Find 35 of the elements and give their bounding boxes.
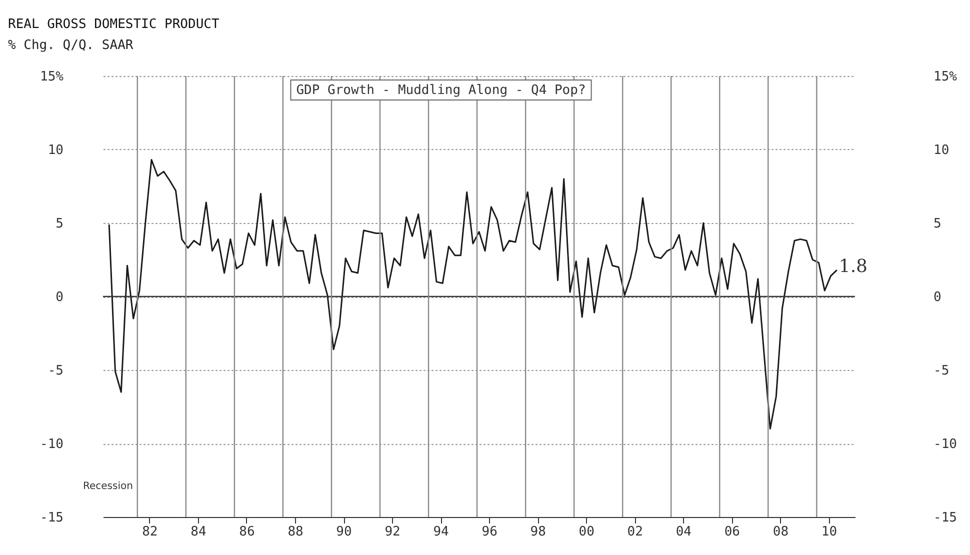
chart-subtitle: % Chg. Q/Q. SAAR bbox=[8, 38, 134, 53]
x-tick-label: 10 bbox=[821, 524, 838, 540]
x-tick-label: 00 bbox=[578, 524, 594, 540]
y2-tick-label: 10 bbox=[934, 143, 950, 158]
x-tick-label: 86 bbox=[239, 524, 255, 540]
x-tick-label: 08 bbox=[772, 524, 789, 540]
x-tick-label: 02 bbox=[627, 524, 643, 540]
y2-tick-label: 15% bbox=[934, 70, 958, 84]
y2-tick-label: -5 bbox=[934, 364, 950, 378]
annotation: Recession bbox=[83, 481, 133, 492]
y2-tick-label: -10 bbox=[934, 437, 957, 452]
y-tick-label: 5 bbox=[56, 216, 64, 232]
annotation: GDP Growth - Muddling Along - Q4 Pop? bbox=[296, 83, 586, 98]
x-tick-label: 98 bbox=[530, 524, 546, 540]
x-tick-label: 82 bbox=[142, 524, 158, 540]
chart-title: REAL GROSS DOMESTIC PRODUCT bbox=[8, 17, 220, 32]
x-tick-label: 04 bbox=[676, 524, 692, 540]
line-series bbox=[108, 159, 838, 430]
y2-tick-label: -15 bbox=[934, 510, 957, 526]
x-tick-label: 88 bbox=[288, 524, 304, 540]
x-tick-label: 92 bbox=[384, 524, 400, 540]
x-tick-label: 06 bbox=[724, 524, 740, 540]
y-tick-label: -10 bbox=[40, 437, 64, 452]
x-tick-label: 84 bbox=[190, 524, 206, 540]
y2-tick-label: 0 bbox=[934, 290, 942, 305]
x-tick-label: 96 bbox=[482, 524, 498, 540]
y-tick-label: -15 bbox=[40, 510, 64, 526]
y-tick-label: 15% bbox=[40, 70, 64, 84]
y-tick-label: 10 bbox=[48, 143, 64, 158]
y-tick-label: 0 bbox=[56, 290, 64, 305]
x-tick-label: 94 bbox=[433, 524, 450, 540]
y2-tick-label: 5 bbox=[934, 216, 942, 232]
annotation: 1.8 bbox=[838, 256, 868, 278]
x-tick-label: 90 bbox=[336, 524, 352, 540]
y-tick-label: -5 bbox=[48, 364, 64, 378]
